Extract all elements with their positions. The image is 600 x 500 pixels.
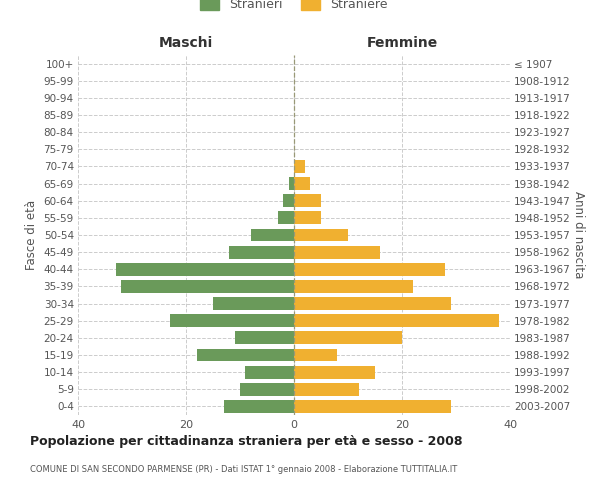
Bar <box>294 400 451 413</box>
Bar <box>289 177 294 190</box>
Bar <box>116 263 294 276</box>
Text: COMUNE DI SAN SECONDO PARMENSE (PR) - Dati ISTAT 1° gennaio 2008 - Elaborazione : COMUNE DI SAN SECONDO PARMENSE (PR) - Da… <box>30 465 457 474</box>
Bar <box>240 383 294 396</box>
Bar <box>245 366 294 378</box>
Legend: Stranieri, Straniere: Stranieri, Straniere <box>196 0 392 16</box>
Bar <box>294 160 305 173</box>
Bar <box>294 383 359 396</box>
Bar <box>294 212 321 224</box>
Text: Popolazione per cittadinanza straniera per età e sesso - 2008: Popolazione per cittadinanza straniera p… <box>30 435 463 448</box>
Text: Femmine: Femmine <box>367 36 437 50</box>
Bar <box>251 228 294 241</box>
Bar <box>224 400 294 413</box>
Bar <box>294 332 402 344</box>
Bar <box>283 194 294 207</box>
Bar <box>294 194 321 207</box>
Bar <box>294 314 499 327</box>
Bar <box>213 297 294 310</box>
Y-axis label: Fasce di età: Fasce di età <box>25 200 38 270</box>
Bar <box>294 177 310 190</box>
Bar <box>229 246 294 258</box>
Y-axis label: Anni di nascita: Anni di nascita <box>572 192 585 278</box>
Text: Maschi: Maschi <box>159 36 213 50</box>
Bar <box>197 348 294 362</box>
Bar <box>294 246 380 258</box>
Bar <box>294 366 375 378</box>
Bar <box>294 348 337 362</box>
Bar <box>294 263 445 276</box>
Bar <box>294 280 413 293</box>
Bar <box>294 228 348 241</box>
Bar <box>121 280 294 293</box>
Bar <box>278 212 294 224</box>
Bar <box>294 297 451 310</box>
Bar <box>235 332 294 344</box>
Bar <box>170 314 294 327</box>
